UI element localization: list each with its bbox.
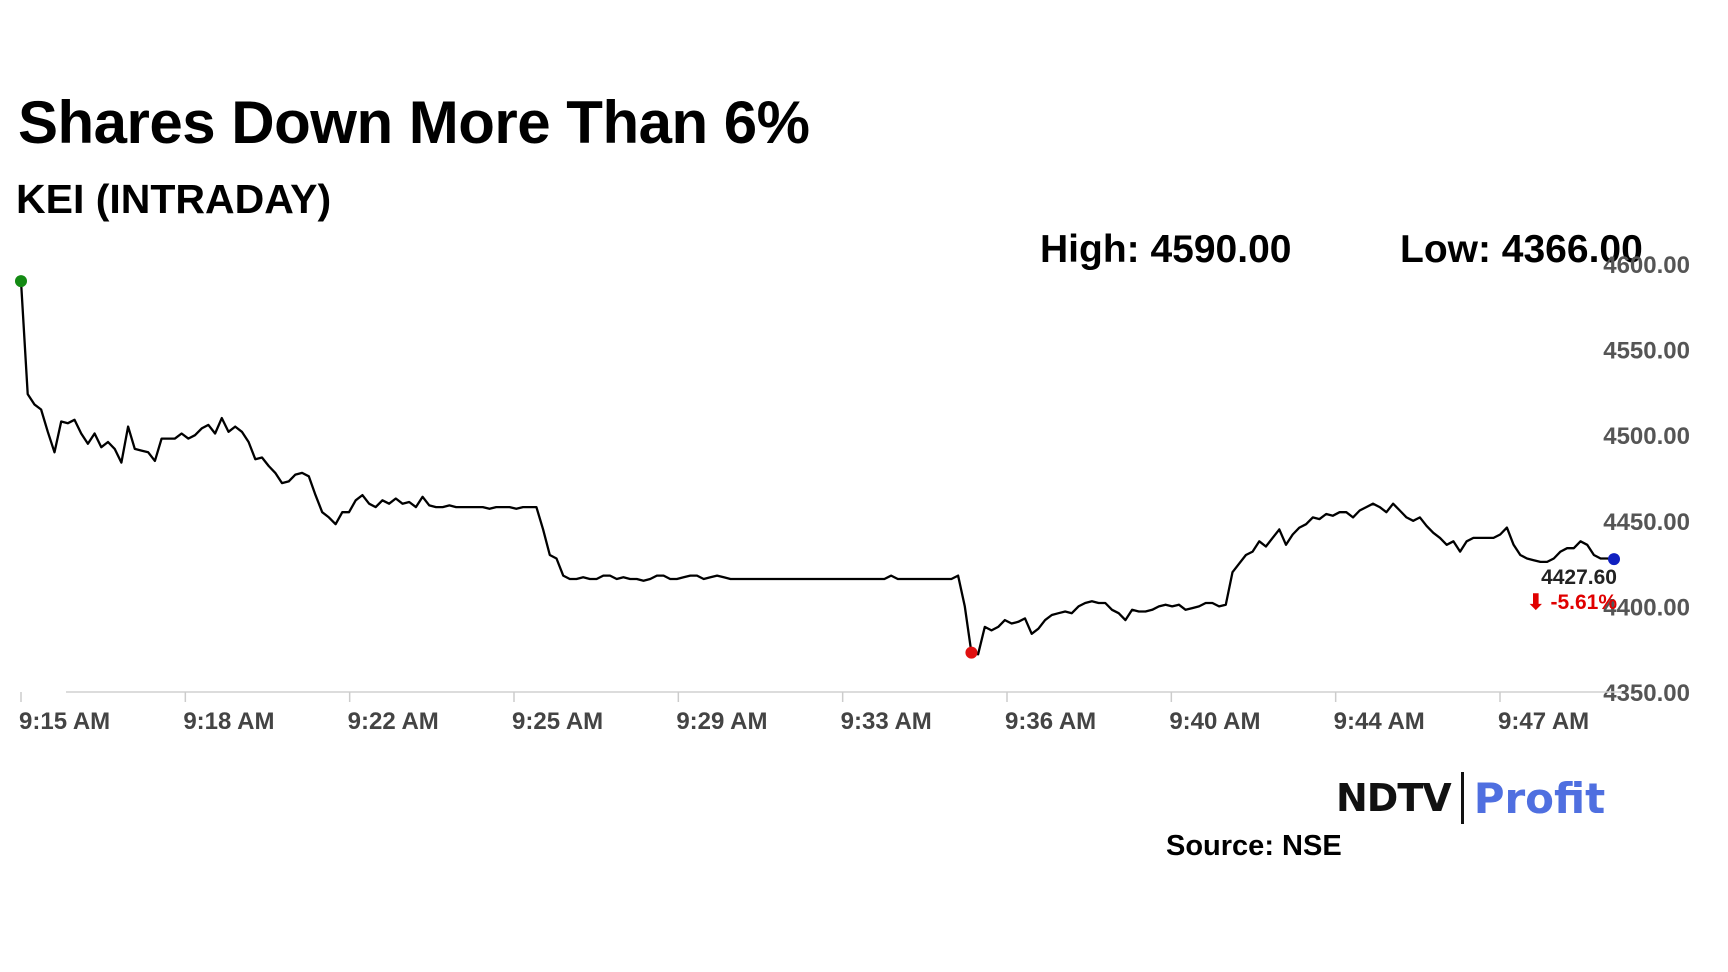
x-tick-label: 9:18 AM bbox=[183, 708, 274, 735]
last-point-marker bbox=[1608, 553, 1620, 566]
y-tick-label: 4450.00 bbox=[1603, 509, 1690, 536]
x-tick-label: 9:25 AM bbox=[512, 708, 603, 735]
x-tick-label: 9:40 AM bbox=[1169, 708, 1260, 735]
profit-logo-text: Profit bbox=[1473, 773, 1606, 823]
chart-title: Shares Down More Than 6% bbox=[18, 89, 810, 156]
x-tick-label: 9:29 AM bbox=[676, 708, 767, 735]
intraday-line-chart: 4600.00 4550.00 4500.00 4450.00 4400.00 4350.… bbox=[15, 252, 1690, 735]
y-tick-label: 4350.00 bbox=[1603, 680, 1690, 707]
x-axis: 9:15 AM 9:18 AM 9:22 AM 9:25 AM 9:29 AM 9:33 … bbox=[19, 691, 1622, 735]
last-change-label: ⬇ -5.61% bbox=[1527, 591, 1617, 614]
high-point-marker bbox=[15, 275, 27, 288]
y-tick-label: 4500.00 bbox=[1603, 423, 1690, 450]
y-tick-label: 4400.00 bbox=[1603, 594, 1690, 621]
last-price-label: 4427.60 bbox=[1541, 566, 1617, 589]
x-tick-label: 9:36 AM bbox=[1005, 708, 1096, 735]
ndtv-profit-logo: NDTV Profit bbox=[1336, 772, 1605, 824]
y-tick-label: 4600.00 bbox=[1603, 252, 1690, 279]
logo-divider bbox=[1460, 772, 1464, 824]
y-axis-ticks: 4600.00 4550.00 4500.00 4450.00 4400.00 4350.… bbox=[1603, 252, 1690, 707]
x-tick-label: 9:44 AM bbox=[1334, 708, 1425, 735]
x-tick-label: 9:33 AM bbox=[841, 708, 932, 735]
x-tick-label: 9:47 AM bbox=[1498, 708, 1589, 735]
x-tick-label: 9:22 AM bbox=[348, 708, 439, 735]
high-stat: High: 4590.00 bbox=[1040, 228, 1292, 271]
low-stat: Low: 4366.00 bbox=[1400, 228, 1643, 271]
x-tick-label: 9:15 AM bbox=[19, 708, 110, 735]
ndtv-logo-text: NDTV bbox=[1336, 776, 1452, 820]
price-markers: 4427.60⬇ -5.61% bbox=[15, 275, 1620, 659]
price-series-line bbox=[19, 281, 1615, 656]
low-point-marker bbox=[965, 646, 978, 659]
source-note: Source: NSE bbox=[1166, 830, 1342, 862]
y-tick-label: 4550.00 bbox=[1603, 338, 1690, 365]
chart-subtitle: KEI (INTRADAY) bbox=[16, 176, 332, 222]
